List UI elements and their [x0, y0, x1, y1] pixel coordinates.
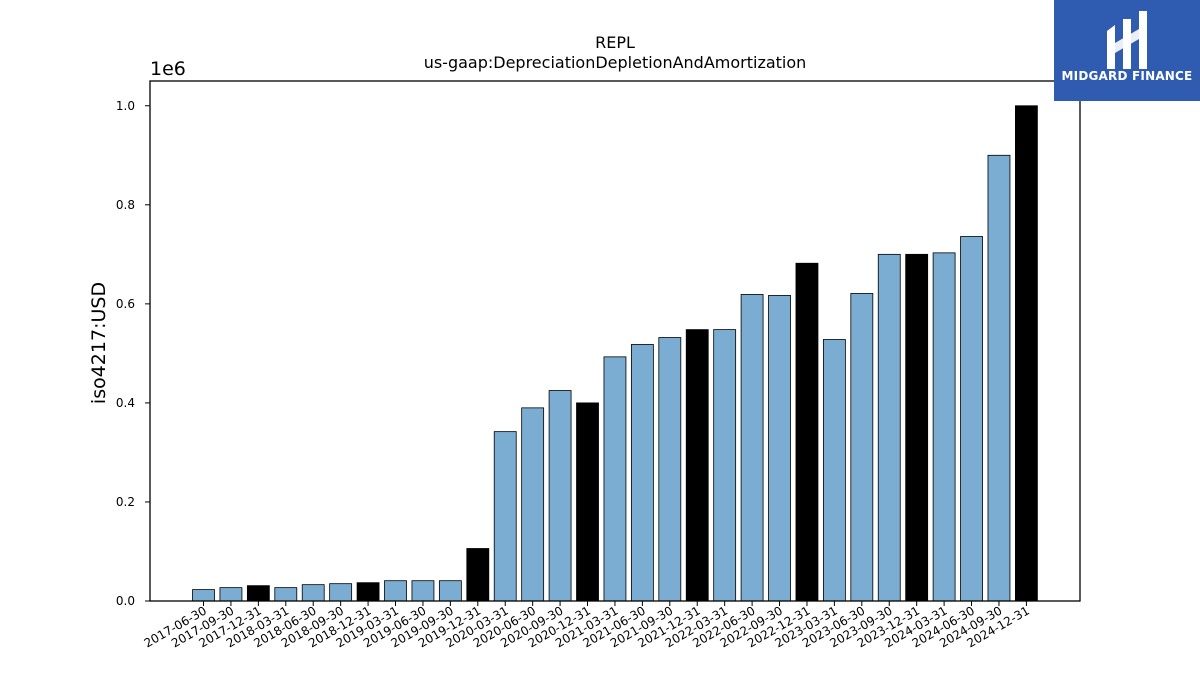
bar-2024-12-31: [1015, 105, 1038, 602]
y-tick-label: 1.0: [116, 99, 135, 113]
midgard-finance-logo: MIDGARD FINANCE: [1054, 0, 1200, 101]
bar-2017-12-31: [246, 585, 270, 602]
bar-2023-06-30: [850, 293, 874, 602]
plot-frame: [149, 80, 1081, 602]
chart-title: REPL: [595, 33, 635, 52]
bar-2022-06-30: [740, 294, 764, 602]
bar-2020-09-30: [548, 390, 572, 602]
y-tick-label: 0.6: [116, 297, 135, 311]
bar-2018-09-30: [329, 583, 353, 602]
bar-2020-03-31: [493, 431, 517, 602]
bar-2024-09-30: [987, 154, 1011, 602]
y-tick-label: 0.0: [116, 594, 135, 608]
bar-2019-03-31: [384, 580, 407, 602]
bar-2017-09-30: [219, 587, 243, 602]
bar-2022-09-30: [768, 295, 791, 602]
bar-2022-12-31: [795, 262, 819, 602]
bar-2020-12-31: [576, 402, 599, 602]
bar-2019-12-31: [466, 548, 490, 602]
bar-2024-06-30: [960, 236, 983, 602]
bar-2018-03-31: [274, 587, 298, 602]
bar-2021-03-31: [603, 356, 627, 602]
y-tick-label: 0.2: [116, 495, 135, 509]
midgard-logo-icon: [1107, 11, 1147, 69]
bar-2023-12-31: [905, 253, 929, 602]
bar-2018-12-31: [356, 582, 380, 602]
bar-2017-06-30: [192, 589, 215, 602]
y-axis-label: iso4217:USD: [88, 282, 110, 404]
y-axis-multiplier: 1e6: [150, 58, 186, 80]
bar-2021-09-30: [658, 337, 682, 602]
bar-2018-06-30: [301, 584, 325, 602]
bar-2023-09-30: [877, 253, 901, 602]
bar-2021-12-31: [685, 329, 709, 602]
bar-2019-06-30: [411, 580, 435, 602]
bar-2020-06-30: [521, 407, 545, 602]
chart-subtitle: us-gaap:DepreciationDepletionAndAmortiza…: [424, 53, 807, 72]
y-tick-label: 0.4: [116, 396, 135, 410]
bar-2023-03-31: [822, 339, 846, 602]
bar-2024-03-31: [932, 252, 956, 602]
bar-2019-09-30: [438, 580, 462, 602]
logo-text: MIDGARD FINANCE: [1061, 69, 1193, 83]
bar-2022-03-31: [713, 329, 737, 602]
y-tick-label: 0.8: [116, 198, 135, 212]
bar-2021-06-30: [630, 344, 654, 602]
